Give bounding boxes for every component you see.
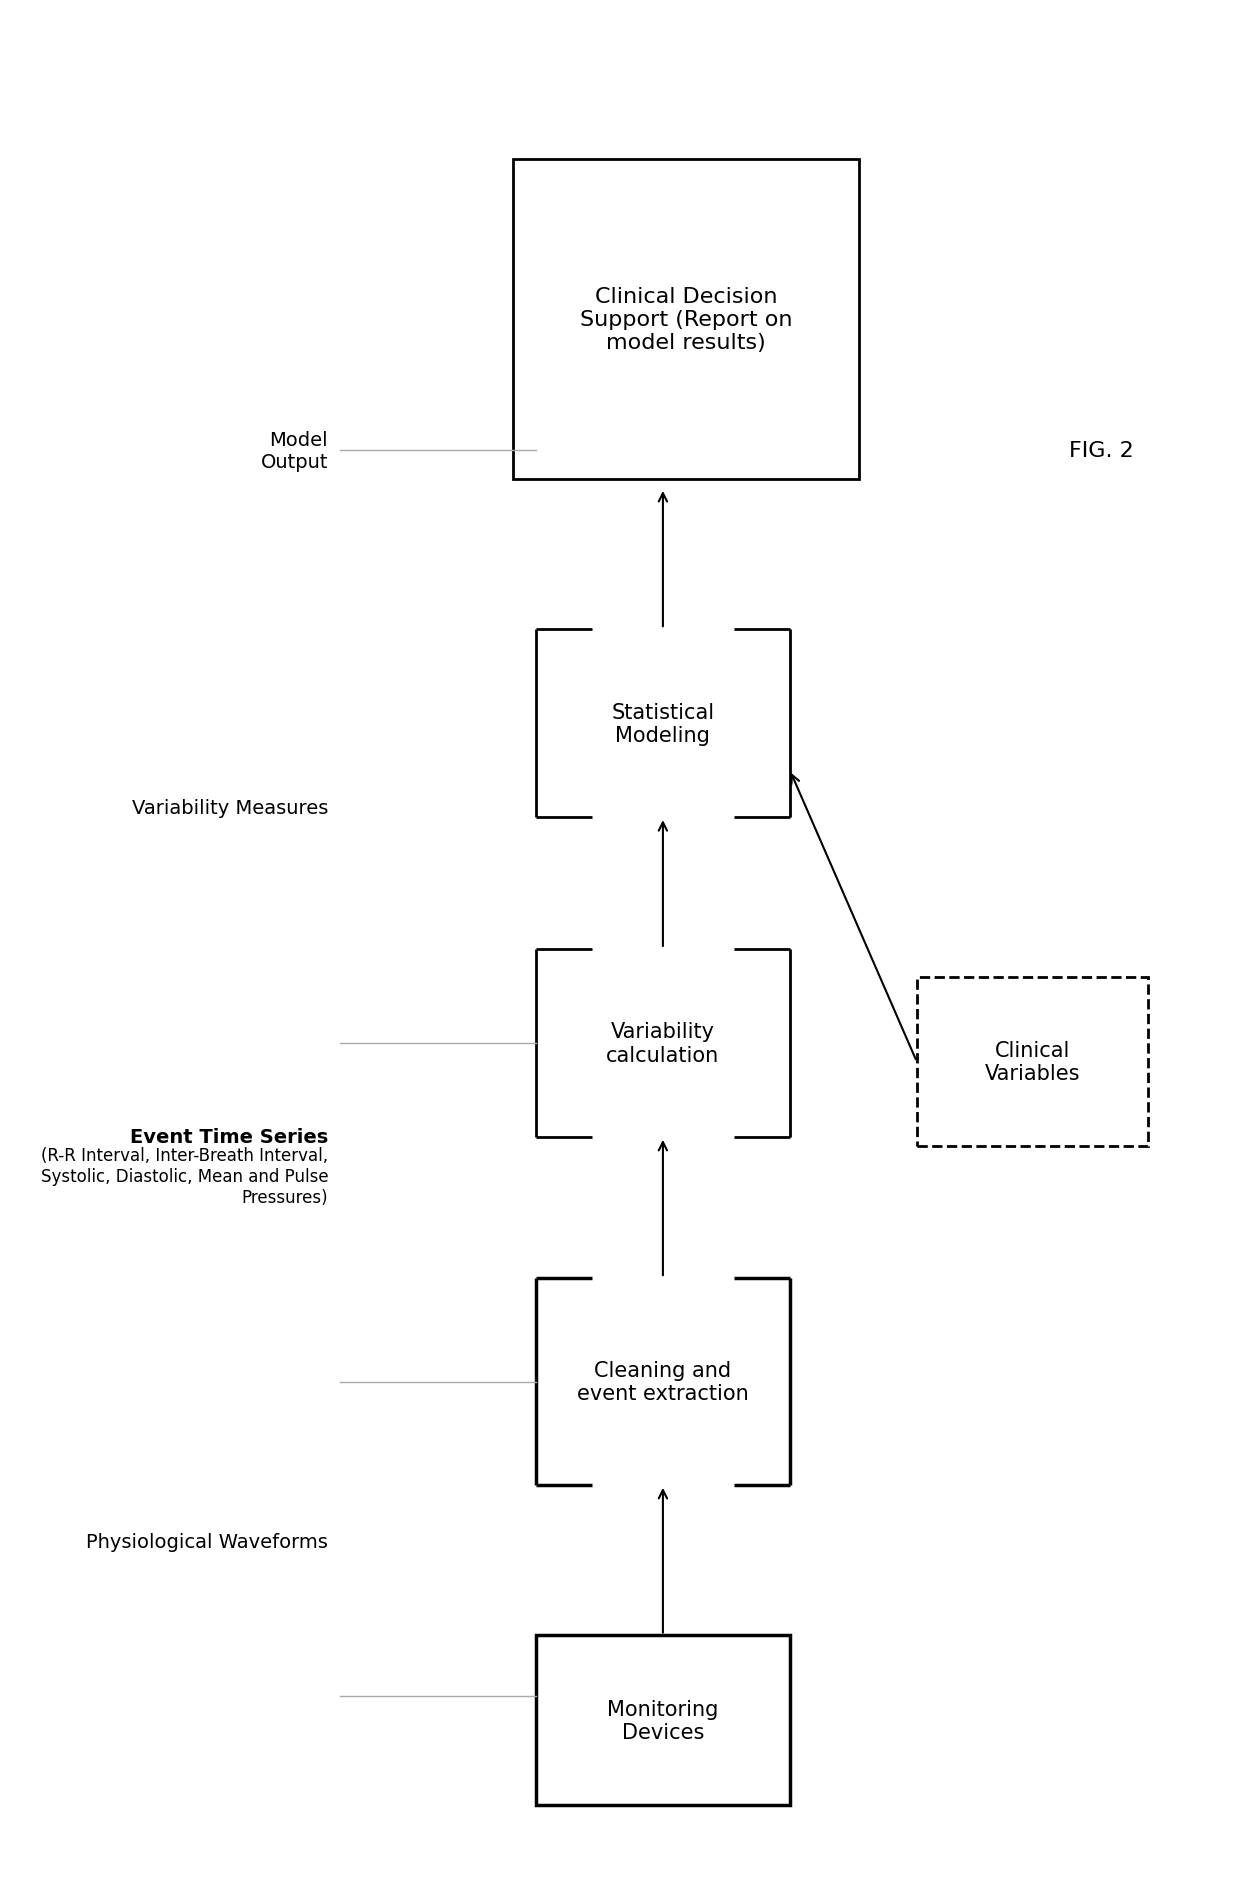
- Text: Physiological Waveforms: Physiological Waveforms: [87, 1532, 329, 1551]
- Text: Statistical
Modeling: Statistical Modeling: [611, 703, 714, 744]
- Text: Model
Output: Model Output: [260, 431, 329, 472]
- Bar: [513, 160, 859, 479]
- Text: Clinical Decision
Support (Report on
model results): Clinical Decision Support (Report on mod…: [580, 286, 792, 353]
- Text: Event Time Series: Event Time Series: [130, 1128, 329, 1147]
- Text: FIG. 2: FIG. 2: [1069, 442, 1133, 461]
- Text: Variability Measures: Variability Measures: [131, 799, 329, 818]
- Text: Monitoring
Devices: Monitoring Devices: [608, 1700, 719, 1741]
- Text: Clinical
Variables: Clinical Variables: [985, 1042, 1080, 1083]
- Text: Variability
calculation: Variability calculation: [606, 1023, 719, 1064]
- Text: (R-R Interval, Inter-Breath Interval,
Systolic, Diastolic, Mean and Pulse
Pressu: (R-R Interval, Inter-Breath Interval, Sy…: [41, 1147, 329, 1207]
- Bar: [916, 978, 1148, 1147]
- Text: Cleaning and
event extraction: Cleaning and event extraction: [577, 1361, 749, 1402]
- Bar: [536, 1636, 790, 1805]
